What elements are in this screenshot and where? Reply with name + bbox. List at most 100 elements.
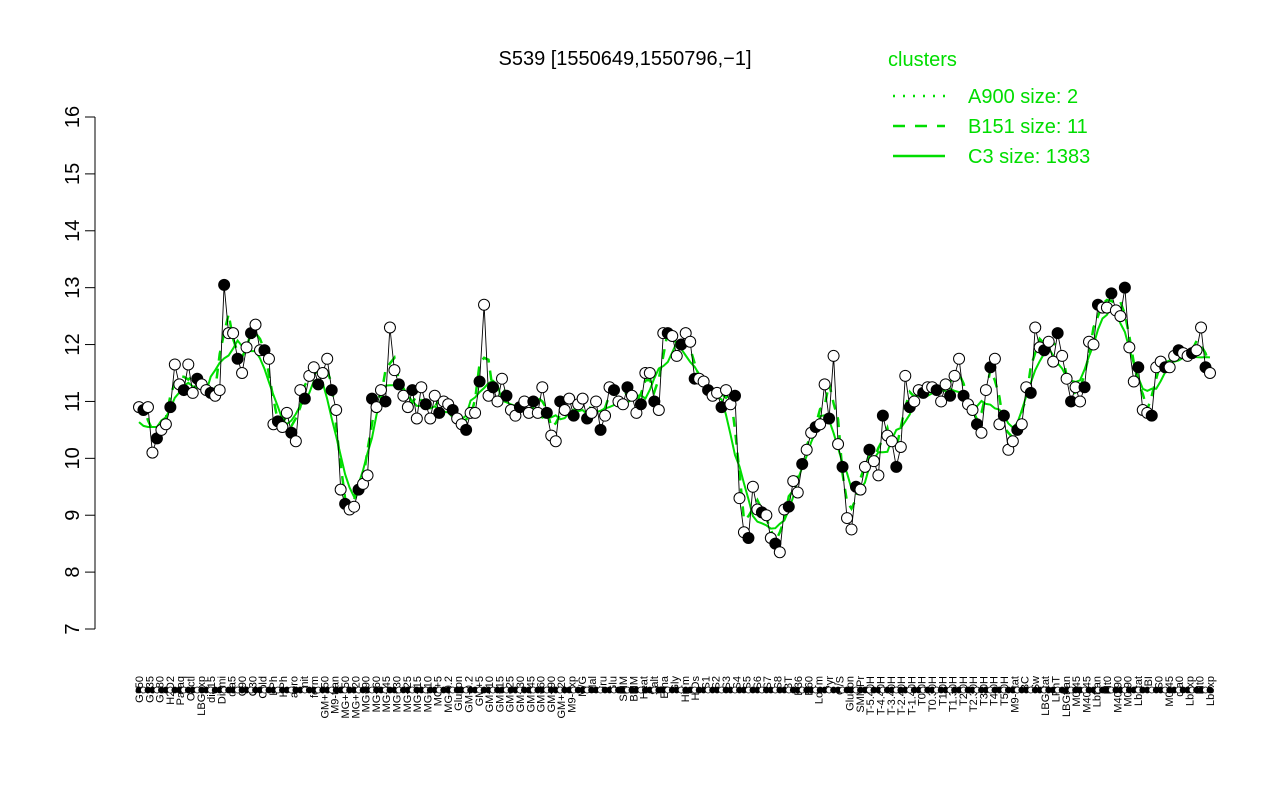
data-point (1127, 375, 1140, 388)
data-point (841, 512, 854, 525)
x-tick-label: GM+25 (505, 676, 517, 712)
data-point (997, 409, 1010, 422)
data-point (1056, 349, 1069, 362)
data-point (1204, 367, 1216, 379)
data-point (262, 352, 275, 365)
data-point (1163, 361, 1176, 374)
x-tick-label: S1 (700, 676, 712, 689)
data-point (827, 349, 840, 362)
x-tick-label: M9-tran (330, 676, 342, 714)
x-tick-label: LBGexp (196, 676, 208, 716)
x-tick-label: GM+60 (536, 676, 548, 712)
data-point (397, 389, 410, 402)
data-point (585, 406, 598, 419)
data-point (168, 358, 181, 371)
y-tick-label: 11 (62, 391, 84, 412)
data-point (728, 389, 741, 402)
data-point (576, 392, 589, 405)
legend-title: clusters (888, 49, 957, 71)
data-point (1015, 418, 1028, 431)
x-tick-label: T-3.40H (886, 676, 898, 715)
data-point (988, 352, 1001, 365)
y-axis: 7 8 9 10 11 12 13 14 15 16 (62, 106, 96, 635)
data-point (872, 469, 885, 482)
data-point (845, 523, 858, 536)
data-point (401, 401, 414, 414)
x-tick-label: MG-0.2 (443, 676, 455, 713)
data-point (392, 378, 405, 391)
data-point (616, 398, 629, 411)
x-tick-label: S0 (1154, 676, 1166, 689)
x-tick-label: S7 (762, 676, 774, 689)
sample-marker (1206, 686, 1214, 694)
x-tick-label: MG+120 (350, 676, 362, 719)
x-tick-label: GM+10 (484, 676, 496, 712)
data-point (1047, 355, 1060, 368)
data-point (298, 392, 311, 405)
data-point (890, 460, 903, 473)
legend: clusters A900 size: 2 B151 size: 11 C3 siz… (888, 49, 1090, 168)
data-point (540, 406, 553, 419)
x-tick-label: BT (783, 676, 795, 690)
x-tick-label: S3 (721, 676, 733, 689)
data-point (500, 389, 513, 402)
data-point (428, 389, 441, 402)
data-point (863, 443, 876, 456)
data-point (608, 384, 621, 397)
data-point (594, 423, 607, 436)
data-point (473, 375, 486, 388)
x-tick-label: Glucon (453, 676, 465, 711)
data-point (944, 389, 957, 402)
data-point (182, 358, 195, 371)
x-tick-label: S8 (772, 676, 784, 689)
data-point (334, 483, 347, 496)
y-tick-label: 8 (62, 567, 84, 578)
data-point (899, 369, 912, 382)
data-point (469, 406, 482, 419)
x-tick-label: MG+30 (391, 676, 403, 712)
data-point (491, 395, 504, 408)
x-tick-label: MG+45 (381, 676, 393, 712)
data-point (1060, 372, 1073, 385)
data-point (742, 531, 755, 544)
x-tick-label: LBGstat (1040, 676, 1052, 716)
data-point (1042, 335, 1055, 348)
data-point (787, 475, 800, 488)
data-point (289, 435, 302, 448)
data-point (800, 443, 813, 456)
data-point (930, 384, 943, 397)
data-point (867, 455, 880, 468)
data-point (814, 418, 827, 431)
data-point (720, 384, 733, 397)
x-tick-label: GM+15 (494, 676, 506, 712)
data-point (1051, 327, 1064, 340)
data-point (218, 278, 231, 291)
data-point (670, 349, 683, 362)
data-point (325, 384, 338, 397)
data-point (374, 384, 387, 397)
data-point (186, 386, 199, 399)
data-point (1118, 281, 1131, 294)
data-points (133, 278, 1216, 559)
data-point (361, 469, 374, 482)
x-tick-label: nit (299, 676, 311, 688)
data-point (383, 321, 396, 334)
x-tick-label: T-5.40H (865, 676, 877, 715)
data-point (536, 381, 549, 394)
data-point (316, 367, 329, 379)
x-tick-label: M40t45 (1081, 676, 1093, 713)
data-point (563, 392, 576, 405)
x-tick-label: GM-0.2 (464, 676, 476, 713)
data-point (590, 395, 603, 408)
data-point (1006, 435, 1019, 448)
y-tick-label: 15 (62, 163, 84, 185)
data-point (348, 500, 361, 513)
data-point (415, 381, 428, 394)
data-point (818, 378, 831, 391)
data-point (433, 406, 446, 419)
data-point (164, 401, 177, 414)
x-tick-label: T-1.40H (906, 676, 918, 715)
data-point (1114, 310, 1127, 323)
x-tick-label: S5 (742, 676, 754, 689)
data-point (567, 409, 580, 422)
